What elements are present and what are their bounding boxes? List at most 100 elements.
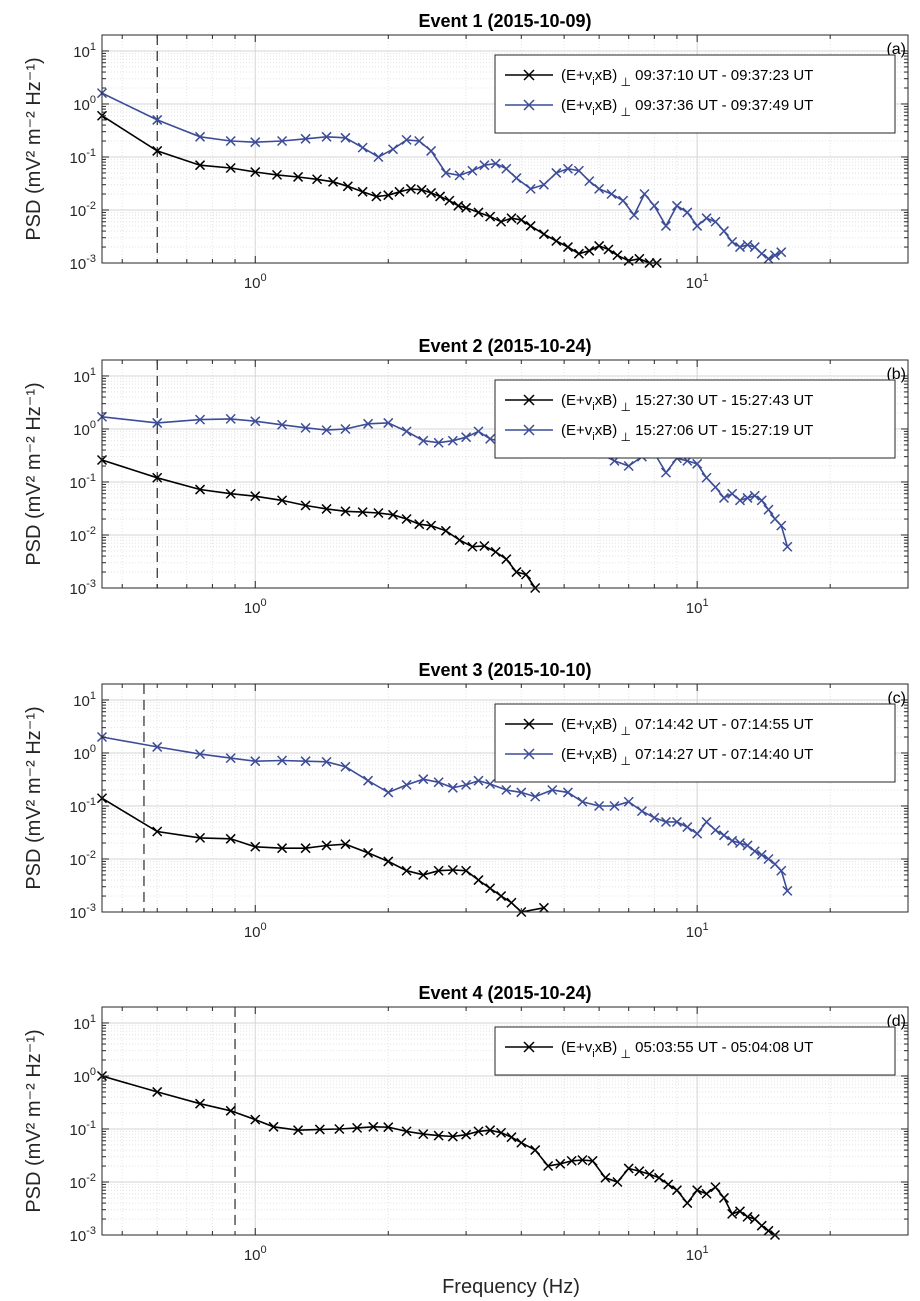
data-point bbox=[418, 774, 429, 785]
data-point bbox=[433, 437, 444, 448]
y-axis-label: PSD (mV² m⁻² Hz⁻¹) bbox=[23, 1029, 45, 1212]
x-tick-label: 100 bbox=[244, 1244, 267, 1264]
data-point bbox=[496, 216, 507, 227]
data-point bbox=[701, 816, 712, 827]
series-2 bbox=[96, 731, 793, 896]
data-point bbox=[426, 145, 437, 156]
data-point bbox=[756, 849, 767, 860]
data-point bbox=[447, 435, 458, 446]
data-point bbox=[418, 869, 429, 880]
data-point bbox=[340, 132, 351, 143]
y-tick-label: 101 bbox=[73, 1013, 96, 1033]
data-point bbox=[277, 755, 288, 766]
data-point bbox=[152, 741, 163, 752]
data-point bbox=[195, 832, 206, 843]
data-point bbox=[718, 226, 730, 237]
data-point bbox=[152, 114, 163, 125]
data-point bbox=[649, 812, 660, 823]
data-point bbox=[195, 1098, 206, 1109]
data-point bbox=[447, 782, 458, 793]
data-point bbox=[555, 1158, 566, 1169]
series-1 bbox=[96, 1070, 781, 1241]
data-point bbox=[763, 253, 774, 264]
data-point bbox=[506, 1132, 517, 1143]
data-point bbox=[692, 220, 703, 231]
x-tick-label: 101 bbox=[686, 1244, 709, 1264]
data-point bbox=[383, 787, 394, 798]
data-point bbox=[444, 195, 455, 206]
data-point bbox=[782, 885, 793, 896]
data-point bbox=[506, 897, 517, 908]
data-point bbox=[566, 1155, 577, 1166]
data-point bbox=[461, 779, 472, 790]
data-point bbox=[742, 1211, 753, 1222]
legend-marker bbox=[523, 718, 535, 730]
axis-ticks bbox=[102, 359, 908, 589]
data-point bbox=[250, 841, 261, 852]
y-axis-label: PSD (mV² m⁻² Hz⁻¹) bbox=[23, 57, 45, 240]
legend-label: (E+vixB) ⊥ 09:37:10 UT - 09:37:23 UT bbox=[561, 67, 813, 89]
data-point bbox=[727, 1208, 738, 1219]
chart-title: Event 4 (2015-10-24) bbox=[418, 983, 591, 1003]
data-point bbox=[440, 167, 451, 178]
data-point bbox=[271, 169, 283, 180]
data-point bbox=[654, 1172, 665, 1183]
data-point bbox=[433, 777, 444, 788]
data-point bbox=[152, 472, 163, 483]
data-point bbox=[401, 779, 412, 790]
data-point bbox=[692, 1185, 703, 1196]
data-point bbox=[300, 843, 311, 854]
data-point bbox=[701, 1188, 712, 1199]
data-point bbox=[394, 186, 405, 197]
data-point bbox=[328, 176, 339, 187]
legend-box bbox=[494, 379, 896, 459]
data-point bbox=[340, 839, 351, 850]
data-point bbox=[357, 186, 368, 197]
y-tick-label: 10-2 bbox=[70, 849, 96, 869]
data-point bbox=[250, 1114, 261, 1125]
x-tick-label: 100 bbox=[244, 597, 267, 617]
panel-tag: (b) bbox=[886, 366, 906, 383]
data-point bbox=[485, 883, 496, 894]
series-2 bbox=[96, 88, 787, 264]
y-tick-label: 10-1 bbox=[70, 147, 96, 167]
data-point bbox=[511, 567, 522, 578]
data-point bbox=[293, 171, 304, 182]
legend-marker bbox=[523, 69, 535, 81]
data-point bbox=[660, 816, 671, 827]
data-point bbox=[225, 162, 236, 174]
data-point bbox=[584, 176, 595, 187]
data-point bbox=[300, 500, 311, 511]
legend-marker bbox=[523, 748, 535, 760]
panel-3: 10-3 10-2 10-1 100 101 100 101 Event 3 (2015-10… bbox=[23, 660, 909, 941]
data-point bbox=[644, 1169, 655, 1180]
y-tick-label: 10-2 bbox=[70, 200, 96, 220]
legend-box bbox=[494, 703, 896, 783]
panel-1: 10-3 10-2 10-1 100 101 100 101 Event 1 (2015-10… bbox=[23, 11, 909, 292]
data-point bbox=[547, 784, 558, 796]
data-point bbox=[776, 865, 787, 876]
data-point bbox=[587, 1155, 598, 1166]
data-point bbox=[734, 1206, 746, 1217]
data-point bbox=[368, 1121, 379, 1132]
data-point bbox=[467, 165, 478, 176]
data-point bbox=[342, 181, 353, 192]
data-point bbox=[692, 828, 703, 839]
data-point bbox=[636, 806, 647, 817]
x-tick-label: 101 bbox=[686, 272, 709, 292]
legend-marker bbox=[523, 99, 535, 111]
data-point bbox=[416, 184, 427, 195]
data-point bbox=[334, 1123, 345, 1135]
legend: (E+vixB) ⊥ 15:27:30 UT - 15:27:43 UT (E+v… bbox=[494, 379, 896, 459]
data-point bbox=[609, 800, 620, 812]
data-point bbox=[594, 240, 605, 251]
data-point bbox=[293, 1125, 304, 1136]
data-point bbox=[496, 891, 507, 902]
data-point bbox=[629, 210, 640, 221]
data-point bbox=[612, 1176, 623, 1188]
data-point bbox=[782, 541, 793, 552]
series-1 bbox=[96, 110, 662, 269]
data-point bbox=[710, 482, 721, 493]
panel-tag: (d) bbox=[886, 1013, 906, 1030]
data-point bbox=[433, 1130, 444, 1141]
